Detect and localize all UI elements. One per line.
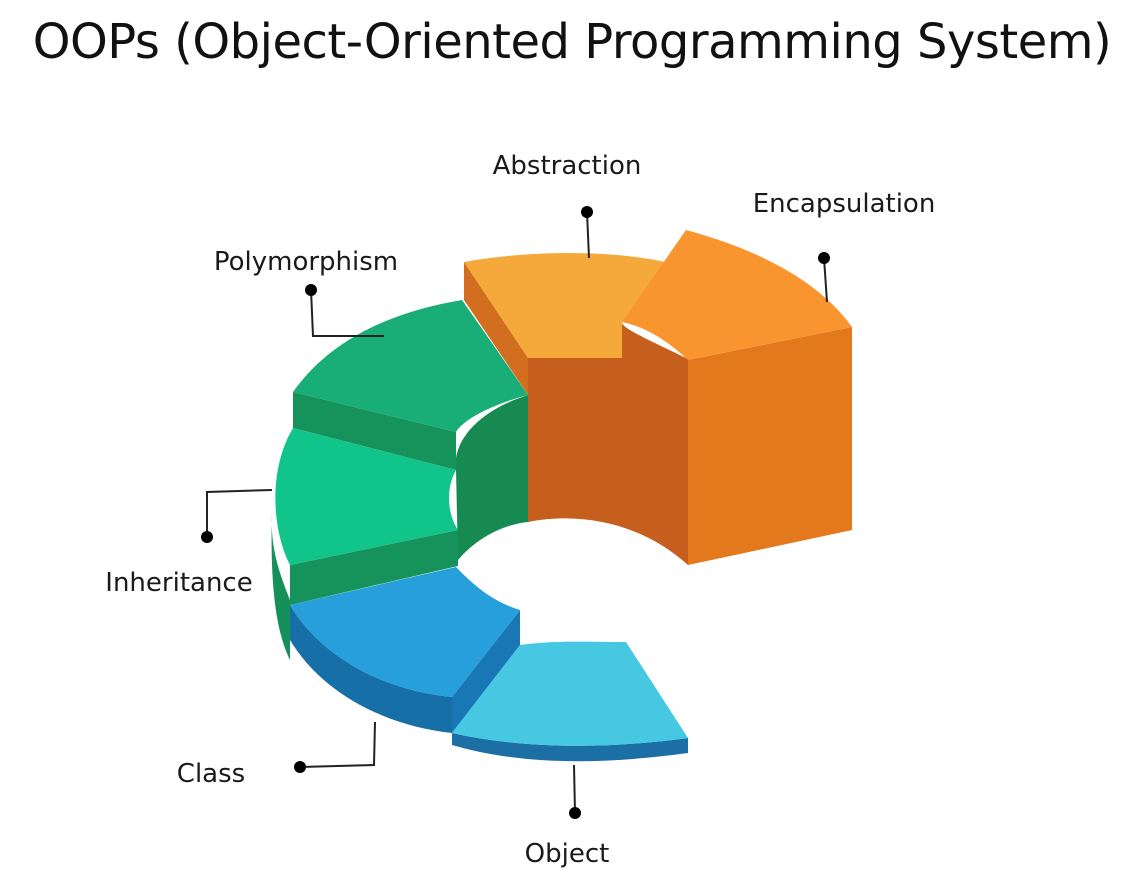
green-inner-wall [455, 395, 528, 560]
label-abstraction: Abstraction [493, 151, 642, 181]
polymorphism-top-face [293, 300, 528, 432]
class-leader [299, 721, 376, 768]
inheritance-leader [206, 489, 273, 537]
encapsulation-top-face [622, 230, 852, 360]
class-end-face [452, 610, 520, 733]
segment-class[interactable] [290, 567, 520, 733]
object-leader [573, 764, 576, 814]
object-top-face [452, 641, 688, 746]
class-dot [294, 761, 306, 773]
class-top-face [290, 567, 520, 697]
abstraction-left-face [464, 262, 528, 395]
segment-polymorphism[interactable] [293, 300, 528, 470]
encapsulation-outer-face [688, 327, 852, 565]
object-dot [569, 807, 581, 819]
encapsulation-dot [818, 252, 830, 264]
segment-inheritance[interactable] [271, 428, 458, 660]
class-outer-face [290, 605, 452, 733]
polymorphism-dot [305, 284, 317, 296]
label-object: Object [525, 839, 610, 869]
leaders [201, 206, 830, 819]
page-title: OOPs (Object-Oriented Programming System… [32, 14, 1112, 70]
orange-inner-wall [528, 322, 690, 565]
segment-object[interactable] [452, 641, 688, 762]
object-outer-face [452, 733, 688, 762]
inheritance-top-face [275, 428, 458, 565]
polymorphism-leader [310, 289, 384, 337]
encapsulation-leader [823, 257, 828, 303]
inheritance-outer-face [271, 512, 290, 660]
label-encapsulation: Encapsulation [753, 189, 936, 219]
labels: Abstraction Encapsulation Polymorphism I… [105, 151, 935, 869]
label-inheritance: Inheritance [105, 568, 252, 598]
segment-encapsulation[interactable] [622, 230, 852, 565]
abstraction-dot [581, 206, 593, 218]
abstraction-leader [586, 211, 590, 259]
abstraction-top-face [464, 253, 665, 358]
inheritance-front-face [290, 530, 458, 605]
polymorphism-outer-face [293, 392, 456, 470]
ring-inner-walls [455, 322, 690, 565]
label-polymorphism: Polymorphism [214, 247, 398, 277]
label-class: Class [177, 759, 245, 789]
segment-abstraction[interactable] [464, 253, 665, 395]
inheritance-dot [201, 531, 213, 543]
